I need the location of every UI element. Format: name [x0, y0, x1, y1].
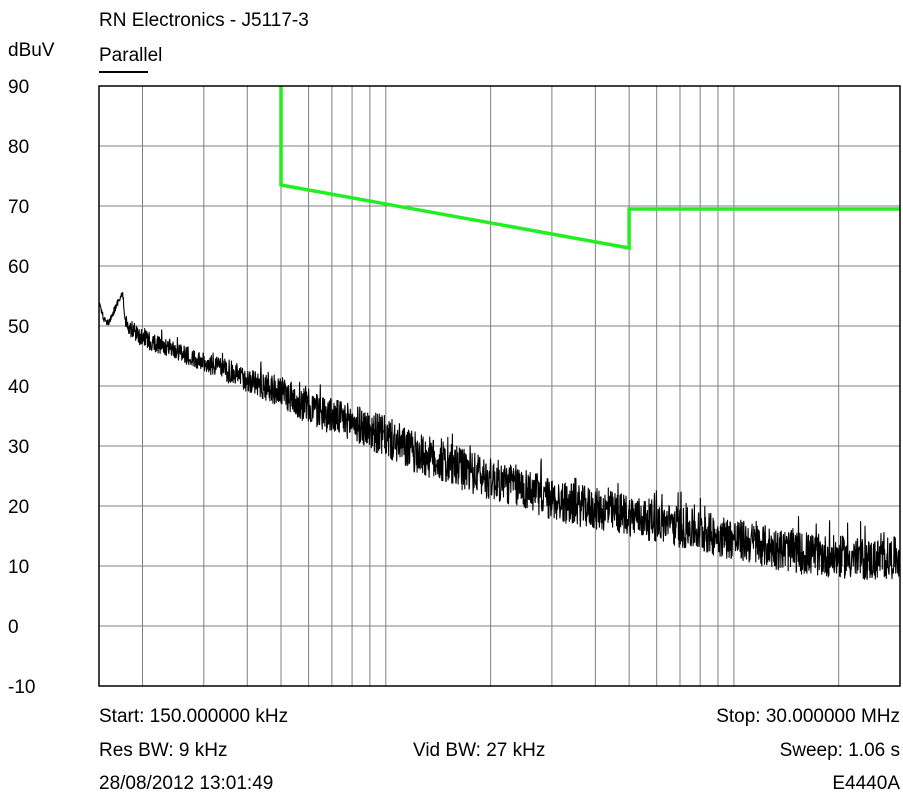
grid-layer [99, 86, 900, 686]
series-measurement-line [98, 291, 901, 580]
y-tick-labels: 90 80 70 60 50 40 30 20 10 0 -10 [8, 77, 35, 698]
y-tick-label-7: 20 [8, 497, 29, 518]
y-tick-label-10: -10 [8, 677, 35, 698]
timestamp: 28/08/2012 13:01:49 [99, 773, 274, 794]
series-limit-line [279, 86, 900, 251]
y-tick-label-2: 70 [8, 197, 29, 218]
video-bandwidth: Vid BW: 27 kHz [413, 740, 546, 761]
plot-frame [98, 85, 901, 687]
y-axis-unit-label: dBuV [8, 40, 55, 61]
resolution-bandwidth: Res BW: 9 kHz [99, 740, 228, 761]
y-tick-label-0: 90 [8, 77, 29, 98]
y-tick-label-4: 50 [8, 317, 29, 338]
sweep-time: Sweep: 1.06 s [779, 740, 900, 761]
y-tick-label-1: 80 [8, 137, 29, 158]
y-tick-label-6: 30 [8, 437, 29, 458]
y-tick-label-8: 10 [8, 557, 29, 578]
stop-frequency: Stop: 30.000000 MHz [716, 706, 900, 727]
y-tick-label-5: 40 [8, 377, 29, 398]
y-tick-label-3: 60 [8, 257, 29, 278]
legend-trace-name: Parallel [99, 45, 163, 66]
instrument-model: E4440A [832, 773, 900, 794]
series-layer [98, 86, 901, 580]
chart-title: RN Electronics - J5117-3 [99, 10, 309, 31]
y-tick-label-9: 0 [8, 617, 19, 638]
start-frequency: Start: 150.000000 kHz [99, 706, 289, 727]
